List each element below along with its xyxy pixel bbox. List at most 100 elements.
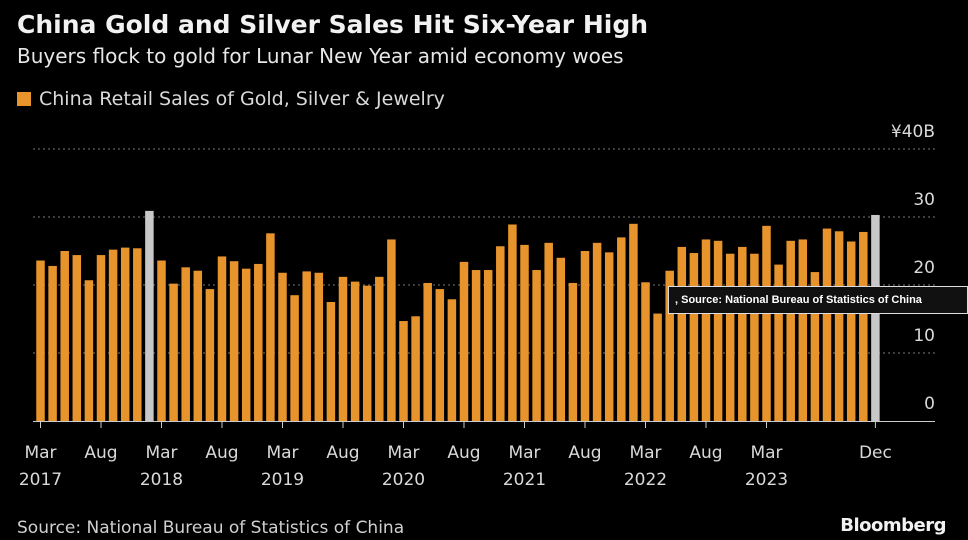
bar bbox=[738, 246, 747, 421]
bar bbox=[120, 247, 130, 421]
bar bbox=[290, 295, 299, 421]
y-tick-label: 10 bbox=[913, 326, 935, 346]
bar bbox=[483, 270, 493, 421]
bar bbox=[241, 268, 251, 421]
bar bbox=[84, 280, 94, 421]
x-tick-month: Aug bbox=[447, 443, 480, 463]
bar bbox=[387, 239, 396, 421]
bar bbox=[217, 256, 227, 421]
x-tick-month: Mar bbox=[387, 443, 419, 463]
x-tick-month: Aug bbox=[568, 443, 601, 463]
bar bbox=[36, 260, 45, 421]
bar bbox=[580, 251, 590, 421]
bar bbox=[459, 261, 469, 421]
source-note: Source: National Bureau of Statistics of… bbox=[17, 518, 405, 538]
bar bbox=[278, 272, 287, 421]
bar bbox=[520, 244, 529, 421]
bar bbox=[266, 233, 275, 421]
x-tick-year: 2022 bbox=[624, 470, 667, 490]
bar bbox=[689, 253, 699, 421]
bar bbox=[532, 270, 541, 421]
bar bbox=[568, 282, 578, 421]
bar bbox=[350, 281, 360, 421]
legend: China Retail Sales of Gold, Silver & Jew… bbox=[17, 88, 445, 110]
x-tick-month: Mar bbox=[145, 443, 177, 463]
x-tick-year: 2019 bbox=[261, 470, 304, 490]
chart-title: China Gold and Silver Sales Hit Six-Year… bbox=[17, 10, 649, 39]
bloomberg-logo: Bloomberg bbox=[840, 515, 946, 536]
bar bbox=[713, 240, 723, 421]
bar bbox=[544, 242, 553, 421]
x-tick-month: Dec bbox=[859, 443, 892, 463]
bar bbox=[435, 289, 445, 421]
x-tick-year: 2020 bbox=[382, 470, 425, 490]
bar bbox=[326, 302, 336, 421]
x-tick-year: 2021 bbox=[503, 470, 546, 490]
bar bbox=[72, 255, 82, 421]
bar bbox=[96, 255, 106, 421]
x-tick-month: Aug bbox=[205, 443, 238, 463]
x-tick-month: Mar bbox=[508, 443, 540, 463]
tooltip: , Source: National Bureau of Statistics … bbox=[668, 286, 968, 314]
bar bbox=[447, 299, 457, 421]
x-tick-month: Mar bbox=[629, 443, 661, 463]
bar bbox=[725, 253, 735, 421]
bar bbox=[629, 223, 638, 421]
x-tick-year: 2023 bbox=[745, 470, 788, 490]
bar-highlighted bbox=[145, 210, 154, 421]
bar bbox=[60, 251, 69, 421]
bar bbox=[677, 246, 687, 421]
y-tick-label: 30 bbox=[913, 190, 935, 210]
y-tick-label: 20 bbox=[913, 258, 935, 278]
bar bbox=[205, 289, 215, 421]
bar bbox=[496, 246, 505, 421]
bar bbox=[254, 263, 263, 421]
bar bbox=[411, 316, 420, 421]
bar bbox=[617, 237, 626, 421]
bar bbox=[822, 228, 832, 421]
x-tick-month: Aug bbox=[84, 443, 117, 463]
bar bbox=[592, 242, 602, 421]
legend-label: China Retail Sales of Gold, Silver & Jew… bbox=[39, 88, 445, 110]
bar bbox=[181, 267, 190, 421]
bar bbox=[48, 265, 57, 421]
bar bbox=[653, 313, 662, 421]
bar bbox=[314, 272, 324, 421]
bar bbox=[774, 264, 783, 421]
bar bbox=[859, 231, 868, 421]
bar bbox=[338, 276, 348, 421]
bar bbox=[399, 321, 408, 421]
y-tick-label: ¥40B bbox=[891, 122, 935, 142]
bar bbox=[133, 248, 142, 421]
bar bbox=[641, 282, 650, 421]
y-tick-label: 0 bbox=[924, 394, 935, 414]
x-tick-month: Aug bbox=[326, 443, 359, 463]
bar bbox=[750, 253, 759, 421]
bar bbox=[701, 239, 711, 421]
bar bbox=[665, 270, 674, 421]
bar bbox=[423, 282, 432, 421]
x-tick-year: 2018 bbox=[140, 470, 183, 490]
bar bbox=[229, 261, 239, 421]
bar bbox=[471, 270, 481, 421]
bar bbox=[786, 240, 795, 421]
bar bbox=[169, 283, 178, 421]
bar bbox=[302, 271, 311, 421]
bar bbox=[375, 276, 384, 421]
bar bbox=[362, 285, 372, 421]
bar bbox=[193, 270, 203, 421]
bar bbox=[108, 249, 118, 421]
bar bbox=[508, 224, 517, 421]
x-tick-year: 2017 bbox=[19, 470, 62, 490]
chart-subtitle: Buyers flock to gold for Lunar New Year … bbox=[17, 44, 624, 68]
bar bbox=[157, 260, 166, 421]
bar bbox=[834, 231, 844, 421]
x-tick-month: Mar bbox=[24, 443, 56, 463]
bar bbox=[556, 257, 566, 421]
bar-highlighted bbox=[871, 214, 880, 421]
bar bbox=[604, 252, 614, 421]
bar bbox=[810, 272, 820, 421]
bar bbox=[846, 241, 856, 421]
x-tick-month: Mar bbox=[750, 443, 782, 463]
